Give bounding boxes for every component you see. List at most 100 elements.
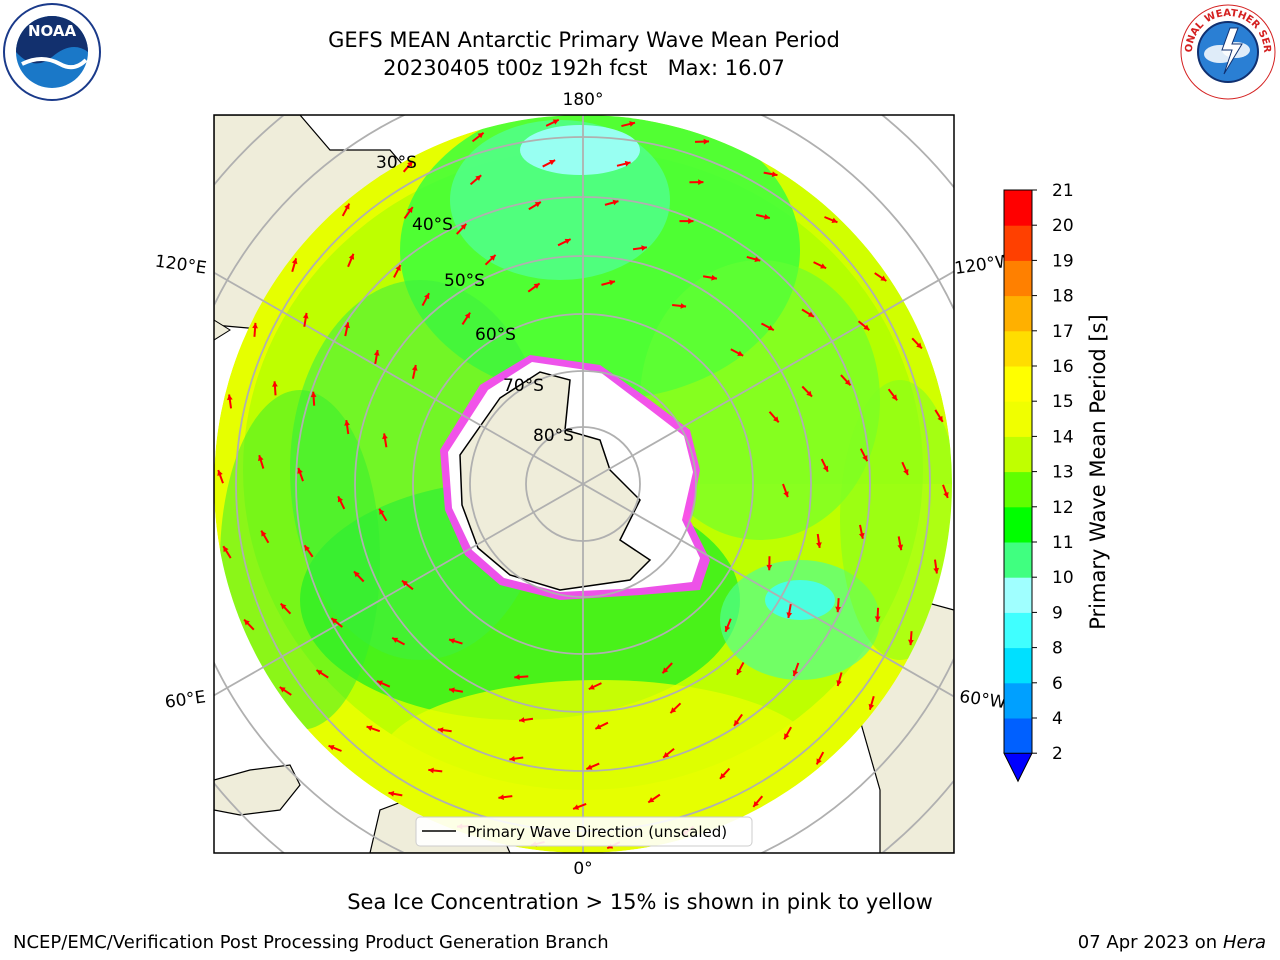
wave-arrow-head [816,542,822,548]
wave-arrow-head [395,265,401,272]
wave-arrow-head [519,717,525,723]
wave-arrow-head [698,179,704,186]
wave-arrow-head [449,638,455,644]
wave-arrow-head [609,279,615,286]
wave-arrow-head [711,274,717,281]
wave-arrow-head [244,619,250,626]
wave-arrow-head [734,719,740,726]
wave-arrow-head [724,625,731,632]
wave-arrow-head [310,391,317,398]
wave-arrow-head [641,245,647,251]
wave-arrow-head [835,606,841,613]
map-area: 30°S 40°S 50°S 60°S 70°S 80°S Primary Wa… [214,115,954,853]
colorbar-segment [1004,225,1032,261]
lat-label-50s: 50°S [444,271,485,291]
wave-arrow-head [836,680,842,686]
wave-arrow-head [376,680,383,686]
wave-arrow-head [844,379,851,386]
wave-arrow-head [564,238,571,245]
wave-arrow-head [407,161,413,167]
wave-arrow-head [279,687,286,693]
wave-arrow-head [880,275,887,281]
colorbar-segment [1004,682,1032,719]
wave-arrow-head [858,532,865,539]
lat-label-70s: 70°S [503,376,544,396]
wave-arrow-head [226,394,233,401]
wave-arrow-head [407,207,413,214]
lon-label-180: 180° [563,90,604,110]
wave-arrow-head [908,639,914,646]
wave-arrow-head [736,668,742,675]
wave-arrow-head [344,420,350,426]
wave-arrow-head [933,567,940,574]
wave-arrow-head [316,670,323,676]
wave-arrow-head [388,791,395,797]
wave-arrow-head [533,283,540,289]
footer-date: 07 Apr 2023 on Hera [1078,932,1266,953]
colorbar-tick-label: 11 [1052,533,1074,553]
wave-arrow-head [258,455,264,462]
wave-arrow-head [392,637,399,643]
title-line-2: 20230405 t00z 192h fcst Max: 16.07 [383,56,785,80]
wave-arrow-head [297,467,303,474]
colorbar-segment [1004,190,1032,226]
wave-arrow-head [449,687,455,694]
legend-label: Primary Wave Direction (unscaled) [467,823,727,841]
wave-arrow-head [629,121,636,127]
wave-arrow-head [916,342,922,349]
wave-arrow-head [366,725,373,731]
colorbar-extension [1003,752,1033,783]
noaa-logo-text: NOAA [28,22,77,40]
wave-period-field [214,115,952,853]
nws-logo-icon: NATIONAL WEATHER SERVICE [1178,2,1276,100]
wave-arrow-head [401,580,408,587]
colorbar-segment [1004,401,1032,437]
colorbar-tick-label: 10 [1052,568,1074,588]
wave-arrow-head [773,416,779,423]
wave-arrow-head [806,390,813,397]
lon-label-0: 0° [573,859,592,879]
wave-arrow-head [662,667,669,674]
colorbar-tick-label: 9 [1052,603,1063,623]
noaa-logo-icon: NOAA [3,3,101,101]
wave-arrow-head [937,415,943,422]
wave-arrow-head [680,303,687,309]
footer-date-text: 07 Apr 2023 on [1077,932,1223,953]
lon-label-60e: 60°E [164,687,207,712]
colorbar-tick-label: 2 [1052,744,1063,764]
wave-arrow-head [688,218,694,225]
colorbar-segment [1004,260,1032,297]
wave-arrow-head [719,772,726,779]
map-legend: Primary Wave Direction (unscaled) [415,816,753,847]
wave-arrow-head [624,160,631,167]
wave-arrow-head [460,223,467,230]
lon-label-60w: 60°W [958,687,1007,713]
colorbar-segment [1004,366,1032,402]
colorbar-tick-label: 14 [1052,427,1074,447]
colorbar-tick-label: 4 [1052,709,1063,729]
wave-arrow-head [737,350,744,356]
footer-credit: NCEP/EMC/Verification Post Processing Pr… [13,932,609,953]
lat-label-80s: 80°S [533,426,574,446]
wave-arrow-head [863,324,870,331]
wave-arrow-head [489,254,496,261]
wave-arrow-head [552,119,559,125]
colorbar-segment [1004,471,1032,508]
wave-arrow-head [328,745,335,751]
wave-arrow-head [344,203,350,210]
colorbar-title: Primary Wave Mean Period [s] [1086,314,1110,630]
colorbar-tick-label: 8 [1052,639,1063,659]
colorbar-tick-label: 15 [1052,392,1074,412]
colorbar-tick-label: 21 [1052,181,1074,201]
colorbar-segment [1004,330,1032,367]
wave-arrow-head [302,312,309,319]
wave-arrow-head [304,545,310,552]
sea-ice-note: Sea Ice Concentration > 15% is shown in … [347,890,933,914]
graticule [214,115,954,853]
colorbar-tick-label: 6 [1052,674,1063,694]
wave-arrow-head [588,684,595,690]
wave-arrow-head [767,325,774,331]
colorbar-segment [1004,542,1032,578]
wave-arrow-head [943,492,949,498]
wave-arrow-head [382,433,388,440]
